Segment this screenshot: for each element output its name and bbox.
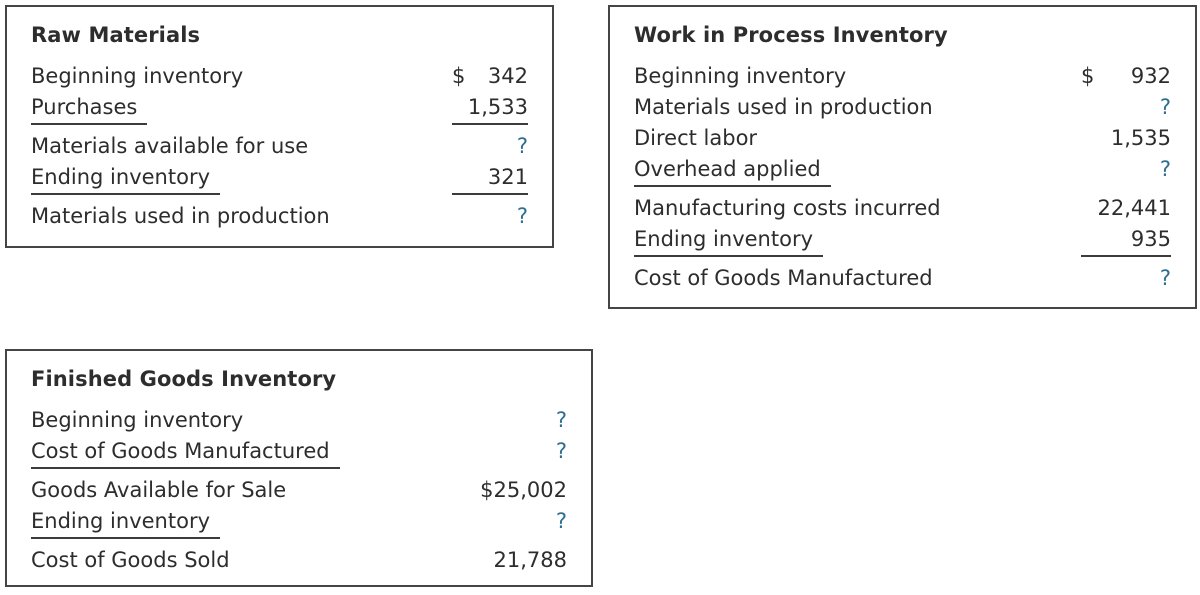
- panel-raw-materials: Raw Materials Beginning inventory $342 P…: [5, 5, 554, 248]
- table-row: Beginning inventory $342: [31, 64, 528, 95]
- row-value: $342: [452, 64, 528, 88]
- table-row: Direct labor 1,535: [634, 126, 1171, 157]
- table-row: Materials available for use ?: [31, 134, 528, 165]
- table-row: Materials used in production ?: [31, 204, 528, 235]
- unknown-amount: ?: [555, 408, 567, 432]
- row-label: Overhead applied: [634, 157, 831, 187]
- row-value: 1,535: [1081, 126, 1171, 150]
- row-value: ?: [475, 439, 567, 463]
- row-label: Goods Available for Sale: [31, 478, 287, 502]
- row-label: Purchases: [31, 95, 148, 125]
- panel-finished-goods-inventory: Finished Goods Inventory Beginning inven…: [5, 349, 593, 587]
- row-label: Ending inventory: [31, 165, 221, 195]
- schedule-rows: Beginning inventory $932 Materials used …: [634, 64, 1171, 297]
- row-label: Beginning inventory: [634, 64, 847, 88]
- table-row: Manufacturing costs incurred 22,441: [634, 196, 1171, 227]
- row-value: ?: [1081, 266, 1171, 290]
- amount: 932: [1130, 64, 1171, 88]
- table-row: Materials used in production ?: [634, 95, 1171, 126]
- currency-symbol: $: [1081, 64, 1095, 88]
- table-row: Purchases 1,533: [31, 95, 528, 134]
- row-value: 22,441: [1081, 196, 1171, 220]
- amount: $25,002: [480, 478, 567, 502]
- row-label: Materials available for use: [31, 134, 309, 158]
- row-label: Beginning inventory: [31, 408, 244, 432]
- table-row: Cost of Goods Sold 21,788: [31, 548, 567, 579]
- table-row: Ending inventory ?: [31, 509, 567, 548]
- panel-work-in-process-inventory: Work in Process Inventory Beginning inve…: [608, 5, 1197, 309]
- row-value: 21,788: [475, 548, 567, 572]
- amount: 321: [487, 165, 528, 189]
- panel-title: Work in Process Inventory: [634, 23, 948, 47]
- schedule-rows: Beginning inventory ? Cost of Goods Manu…: [31, 408, 567, 579]
- row-value: $932: [1081, 64, 1171, 88]
- schedule-rows: Beginning inventory $342 Purchases 1,533…: [31, 64, 528, 235]
- row-value: ?: [1081, 95, 1171, 119]
- unknown-amount: ?: [516, 204, 528, 228]
- panel-title: Raw Materials: [31, 23, 201, 47]
- table-row: Ending inventory 321: [31, 165, 528, 204]
- row-value: 935: [1081, 227, 1171, 257]
- row-value: ?: [452, 204, 528, 228]
- row-value: ?: [452, 134, 528, 158]
- row-label: Ending inventory: [31, 509, 221, 539]
- table-row: Overhead applied ?: [634, 157, 1171, 196]
- row-label: Manufacturing costs incurred: [634, 196, 941, 220]
- row-label: Cost of Goods Manufactured: [31, 439, 340, 469]
- amount: 1,533: [467, 95, 528, 119]
- unknown-amount: ?: [555, 439, 567, 463]
- currency-symbol: $: [452, 64, 466, 88]
- row-value: 1,533: [452, 95, 528, 125]
- table-row: Beginning inventory ?: [31, 408, 567, 439]
- amount: 1,535: [1110, 126, 1171, 150]
- row-label: Ending inventory: [634, 227, 824, 257]
- unknown-amount: ?: [1159, 95, 1171, 119]
- row-label: Beginning inventory: [31, 64, 244, 88]
- row-label: Cost of Goods Sold: [31, 548, 230, 572]
- table-row: Cost of Goods Manufactured ?: [31, 439, 567, 478]
- table-row: Cost of Goods Manufactured ?: [634, 266, 1171, 297]
- row-value: $25,002: [475, 478, 567, 502]
- amount: 935: [1130, 227, 1171, 251]
- amount: 22,441: [1097, 196, 1171, 220]
- row-label: Direct labor: [634, 126, 758, 150]
- row-value: ?: [475, 509, 567, 533]
- row-label: Cost of Goods Manufactured: [634, 266, 933, 290]
- table-row: Ending inventory 935: [634, 227, 1171, 266]
- unknown-amount: ?: [555, 509, 567, 533]
- unknown-amount: ?: [1159, 157, 1171, 181]
- table-row: Beginning inventory $932: [634, 64, 1171, 95]
- unknown-amount: ?: [1159, 266, 1171, 290]
- row-value: ?: [475, 408, 567, 432]
- amount: 342: [487, 64, 528, 88]
- table-row: Goods Available for Sale $25,002: [31, 478, 567, 509]
- row-value: ?: [1081, 157, 1171, 181]
- row-label: Materials used in production: [634, 95, 933, 119]
- row-value: 321: [452, 165, 528, 195]
- amount: 21,788: [493, 548, 567, 572]
- row-label: Materials used in production: [31, 204, 330, 228]
- unknown-amount: ?: [516, 134, 528, 158]
- panel-title: Finished Goods Inventory: [31, 367, 337, 391]
